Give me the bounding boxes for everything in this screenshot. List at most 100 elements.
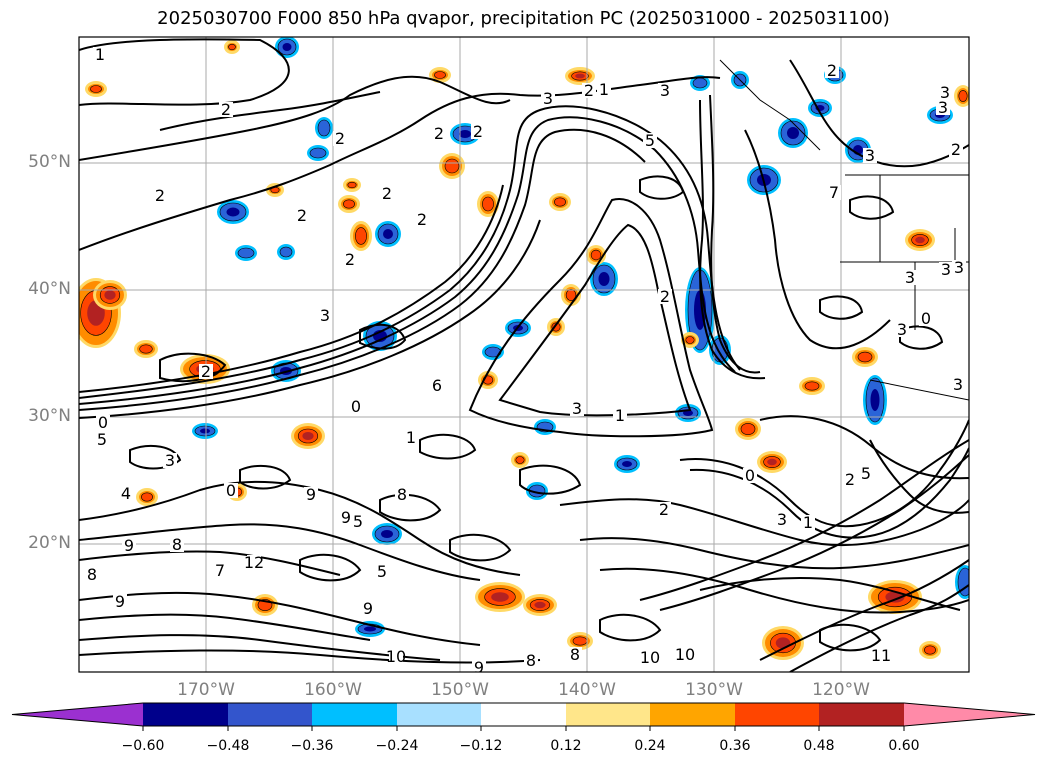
contour-label: 2 <box>584 81 594 100</box>
positive-precip-area <box>429 67 451 83</box>
qvapor-contour-line <box>129 444 182 470</box>
contour-label: 2 <box>345 250 355 269</box>
contour-label: 2 <box>434 124 444 143</box>
contour-label-bg <box>247 555 261 570</box>
contour-label-bg <box>541 91 555 106</box>
contour-label-bg <box>213 563 227 578</box>
contour-label: 2 <box>201 362 211 381</box>
qvapor-contour-line <box>519 464 582 495</box>
contour-label: 2 <box>297 206 307 225</box>
colorbar-tick-label: 0.48 <box>803 738 835 754</box>
colorbar-segment <box>819 703 904 726</box>
qvapor-contour-line <box>159 352 227 383</box>
contour-label: 2 <box>473 122 483 141</box>
contour-label-bg <box>404 430 418 445</box>
contour-label: 9 <box>474 658 484 677</box>
qvapor-contour-line <box>449 533 512 562</box>
contour-label: 0 <box>921 309 931 328</box>
colorbar-extend-high <box>904 703 1035 726</box>
contour-label: 0 <box>226 481 236 500</box>
qvapor-contour-line <box>759 559 969 661</box>
negative-precip-area <box>955 565 969 599</box>
contour-label: 0 <box>351 397 361 416</box>
positive-precip-area <box>799 377 825 395</box>
contour-label-bg <box>318 308 332 323</box>
lat-label-40n: 40°N <box>28 279 71 299</box>
contour-label: 2 <box>660 287 670 306</box>
contour-label-bg <box>524 653 538 668</box>
qvapor-contour-line <box>699 99 766 380</box>
colorbar-segment <box>397 703 481 726</box>
contour-label-bg <box>343 252 357 267</box>
qvapor-contour-line <box>689 447 969 539</box>
qvapor-contour-line <box>299 553 362 582</box>
contour-label: 3 <box>905 268 915 287</box>
contour-label: 5 <box>645 131 655 150</box>
contour-label-bg <box>472 660 486 672</box>
qvapor-contour-line <box>79 613 371 641</box>
colorbar-segment <box>228 703 312 726</box>
contour-label: 3 <box>320 306 330 325</box>
colorbar-tick-label: 0.12 <box>550 738 582 754</box>
contour-label-bg <box>153 188 167 203</box>
contour-label-bg <box>95 432 109 447</box>
contour-label: 3 <box>543 89 553 108</box>
contour-label: 3 <box>954 258 964 277</box>
colorbar-tick-label: −0.60 <box>121 738 165 754</box>
contour-label: 7 <box>829 183 839 202</box>
contour-label-bg <box>658 289 672 304</box>
positive-precip-area <box>477 191 499 217</box>
lon-label-150w: 150°W <box>431 680 489 700</box>
lon-label-170w: 170°W <box>177 680 235 700</box>
qvapor-contour-line <box>639 439 969 601</box>
lon-label-140w: 140°W <box>558 680 616 700</box>
contour-label: 8 <box>87 565 97 584</box>
contour-label-bg <box>375 564 389 579</box>
qvapor-contour-line <box>498 223 692 417</box>
contour-label-bg <box>471 124 485 139</box>
qvapor-contour-line <box>359 323 407 350</box>
contour-label-bg <box>333 131 347 146</box>
contour-label: 1 <box>803 513 813 532</box>
qvapor-contour-line <box>639 175 685 200</box>
contour-label-bg <box>170 537 184 552</box>
positive-precip-area <box>93 280 127 310</box>
contour-label: 3 <box>941 260 951 279</box>
contour-label-bg <box>843 472 857 487</box>
negative-precip-area <box>307 145 329 161</box>
negative-precip-area <box>217 200 249 224</box>
contour-label: 3 <box>953 375 963 394</box>
positive-precip-area <box>224 40 240 54</box>
contour-label: 5 <box>353 512 363 531</box>
contour-label: 8 <box>172 535 182 554</box>
contour-label: 7 <box>215 561 225 580</box>
contour-label: 1 <box>599 80 609 99</box>
qvapor-contour-line <box>789 584 969 672</box>
contour-label-bg <box>199 364 213 379</box>
map-title: 2025030700 F000 850 hPa qvapor, precipit… <box>157 8 890 29</box>
map-frame <box>78 36 970 673</box>
qvapor-contour-line <box>79 219 541 419</box>
contour-label: 1 <box>615 406 625 425</box>
colorbar-segment <box>481 703 566 726</box>
colorbar-tick-label: 0.60 <box>888 738 920 754</box>
qvapor-contour-line <box>699 577 961 611</box>
contour-label-bg <box>657 502 671 517</box>
negative-precip-area <box>372 523 402 545</box>
contour-label-bg <box>568 647 582 662</box>
qvapor-contour-line <box>759 415 969 480</box>
contour-label-bg <box>395 487 409 502</box>
contour-label-bg <box>939 262 953 277</box>
contour-label: 8 <box>397 485 407 504</box>
colorbar-segment <box>312 703 397 726</box>
positive-precip-area <box>757 451 787 473</box>
positive-precip-area <box>136 488 158 506</box>
qvapor-contour-line <box>659 454 969 611</box>
contour-label-bg <box>874 648 888 663</box>
positive-precip-area <box>954 85 969 107</box>
contour-label-bg <box>859 466 873 481</box>
positive-precip-area <box>681 332 699 348</box>
contour-label: 9 <box>124 536 134 555</box>
contour-label-bg <box>919 311 933 326</box>
